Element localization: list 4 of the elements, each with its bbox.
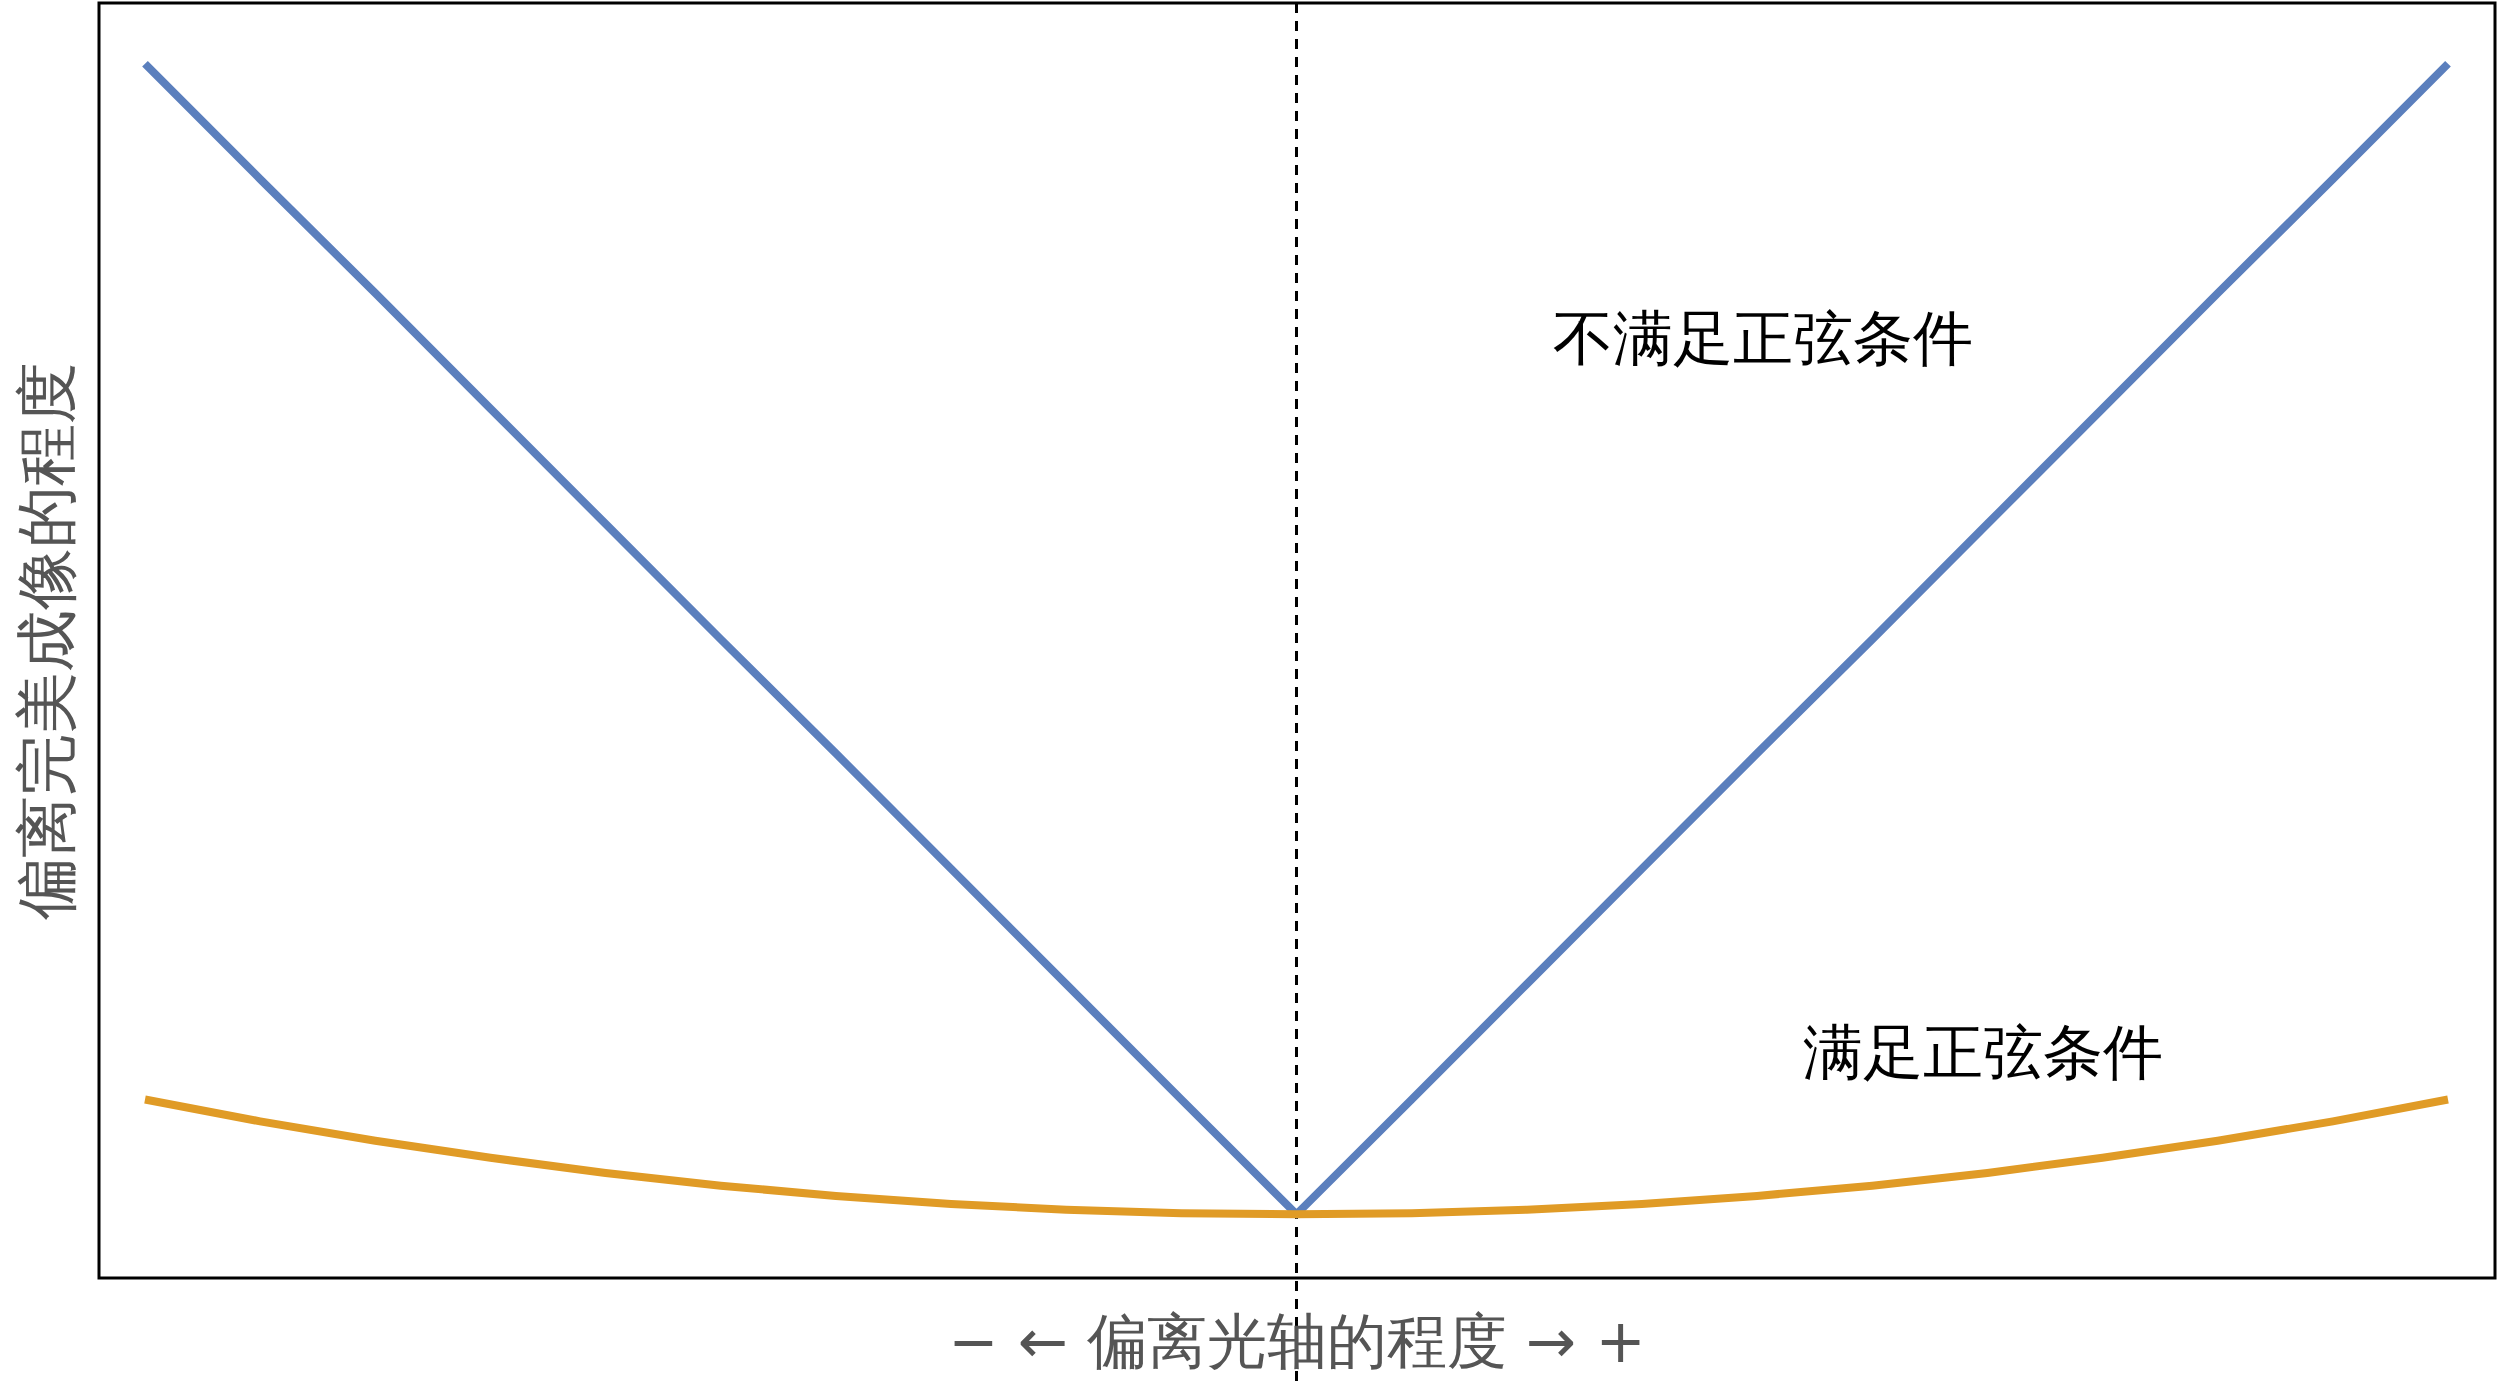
y-axis-title: 偏离完美成像的程度 <box>10 361 83 920</box>
series-label: 满足正弦条件 <box>1802 1016 2163 1087</box>
series-label: 不满足正弦条件 <box>1552 302 1973 373</box>
x-axis-title: − ← 偏离光轴的程度 → + <box>948 1306 1646 1376</box>
